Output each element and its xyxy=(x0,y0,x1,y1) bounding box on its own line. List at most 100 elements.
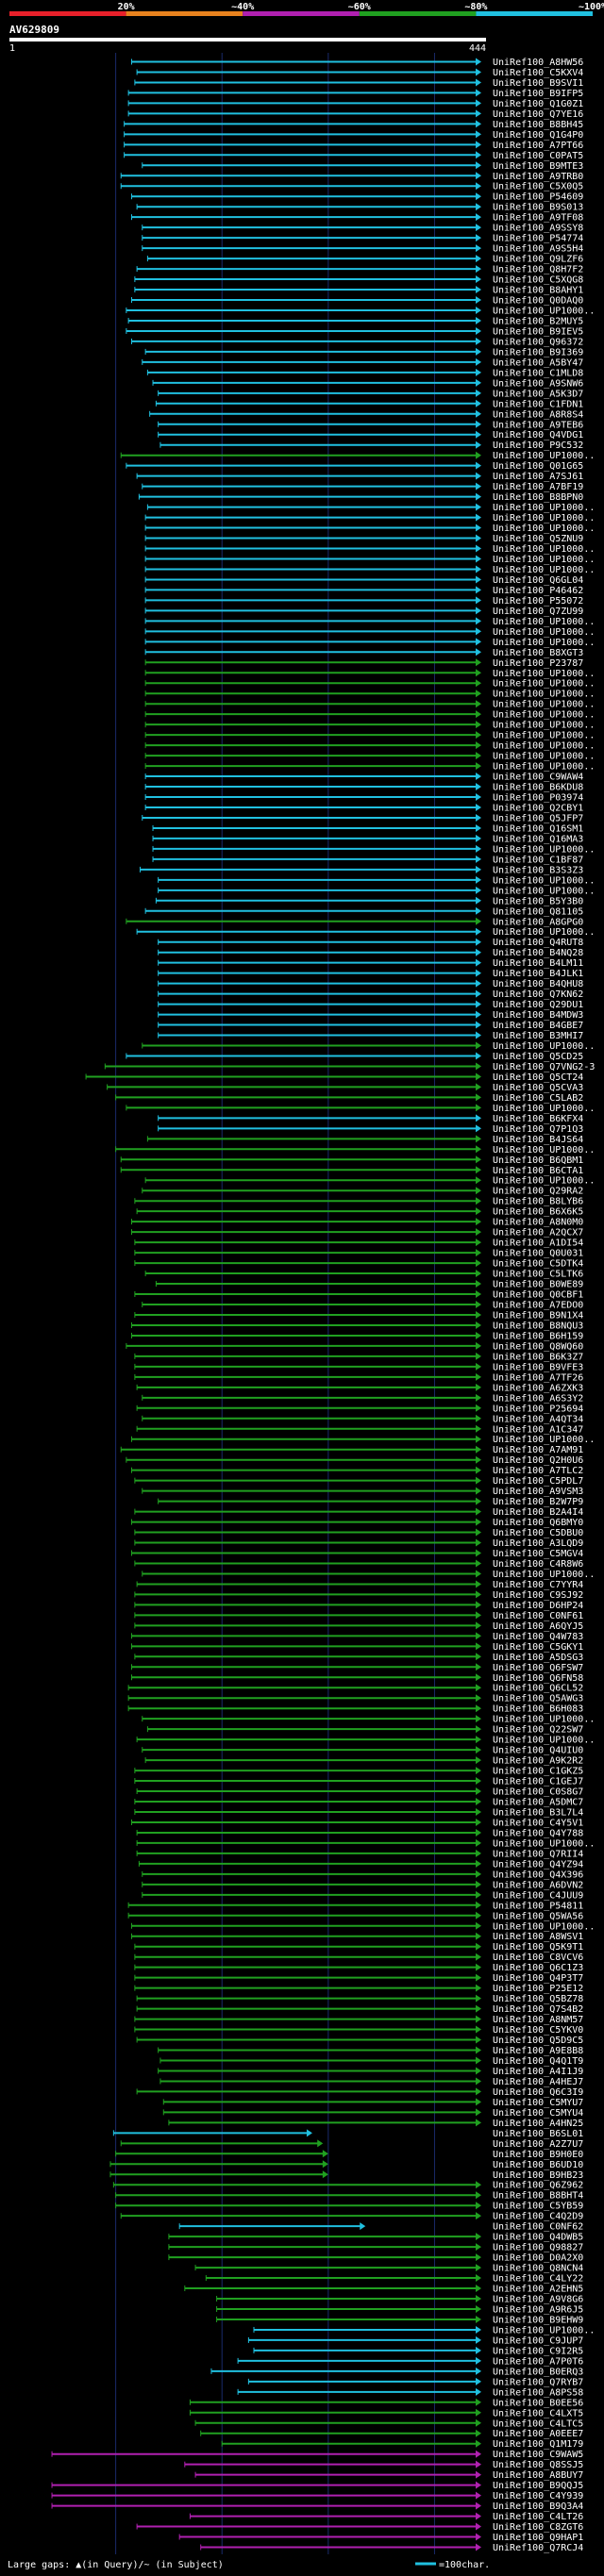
hit-label[interactable]: UniRef100_Q96372 xyxy=(493,337,583,347)
hit-label[interactable]: UniRef100_B0ERQ3 xyxy=(493,2367,583,2377)
hit-label[interactable]: UniRef100_C9WAW5 xyxy=(493,2450,583,2460)
hit-label[interactable]: UniRef100_P25694 xyxy=(493,1404,583,1414)
hit-label[interactable]: UniRef100_Q4UIU0 xyxy=(493,1746,583,1756)
hit-label[interactable]: UniRef100_Q0DAQ0 xyxy=(493,296,583,307)
hit-label[interactable]: UniRef100_B6CTA1 xyxy=(493,1166,583,1176)
hit-label[interactable]: UniRef100_A3LQD9 xyxy=(493,1538,583,1549)
hit-label[interactable]: UniRef100_A7PT66 xyxy=(493,141,583,151)
hit-label[interactable]: UniRef100_P54811 xyxy=(493,1901,583,1911)
hit-label[interactable]: UniRef100_B4JLK1 xyxy=(493,969,583,979)
hit-label[interactable]: UniRef100_Q98827 xyxy=(493,2243,583,2253)
hit-label[interactable]: UniRef100_A8NM57 xyxy=(493,2015,583,2025)
hit-label[interactable]: UniRef100_B6SL01 xyxy=(493,2129,583,2139)
hit-label[interactable]: UniRef100_UP1000.. xyxy=(493,752,595,762)
hit-label[interactable]: UniRef100_A9VSM3 xyxy=(493,1487,583,1497)
hit-label[interactable]: UniRef100_C1GKZ5 xyxy=(493,1767,583,1777)
hit-label[interactable]: UniRef100_B9Q3A4 xyxy=(493,2501,583,2512)
hit-label[interactable]: UniRef100_P9C532 xyxy=(493,440,583,451)
hit-label[interactable]: UniRef100_A9S5H4 xyxy=(493,244,583,255)
hit-label[interactable]: UniRef100_B8XGT3 xyxy=(493,648,583,658)
hit-label[interactable]: UniRef100_C1FDN1 xyxy=(493,399,583,409)
hit-label[interactable]: UniRef100_UP1000.. xyxy=(493,1041,595,1052)
hit-label[interactable]: UniRef100_A7SJ61 xyxy=(493,472,583,482)
hit-label[interactable]: UniRef100_B0WE89 xyxy=(493,1280,583,1290)
hit-label[interactable]: UniRef100_UP1000.. xyxy=(493,669,595,679)
hit-label[interactable]: UniRef100_A5DSG3 xyxy=(493,1653,583,1663)
hit-label[interactable]: UniRef100_C5YB59 xyxy=(493,2202,583,2212)
hit-label[interactable]: UniRef100_Q6CL52 xyxy=(493,1684,583,1694)
hit-label[interactable]: UniRef100_UP1000.. xyxy=(493,503,595,513)
hit-label[interactable]: UniRef100_UP1000.. xyxy=(493,1921,595,1932)
hit-label[interactable]: UniRef100_B4NQ28 xyxy=(493,948,583,958)
hit-label[interactable]: UniRef100_Q2H0U6 xyxy=(493,1455,583,1466)
hit-label[interactable]: UniRef100_Q29RA2 xyxy=(493,1187,583,1197)
hit-label[interactable]: UniRef100_A8WSV1 xyxy=(493,1932,583,1942)
hit-label[interactable]: UniRef100_Q5CT24 xyxy=(493,1072,583,1083)
hit-label[interactable]: UniRef100_UP1000.. xyxy=(493,700,595,710)
hit-label[interactable]: UniRef100_UP1000.. xyxy=(493,565,595,575)
hit-label[interactable]: UniRef100_B9S013 xyxy=(493,203,583,213)
hit-label[interactable]: UniRef100_C8VCV6 xyxy=(493,1953,583,1963)
hit-label[interactable]: UniRef100_C1MLD8 xyxy=(493,368,583,378)
hit-label[interactable]: UniRef100_B6UD10 xyxy=(493,2160,583,2170)
hit-label[interactable]: UniRef100_A5DMC7 xyxy=(493,1798,583,1808)
hit-label[interactable]: UniRef100_C0NF61 xyxy=(493,1611,583,1621)
hit-label[interactable]: UniRef100_UP1000.. xyxy=(493,927,595,938)
hit-label[interactable]: UniRef100_C5MGV4 xyxy=(493,1549,583,1559)
hit-label[interactable]: UniRef100_Q16MA3 xyxy=(493,834,583,844)
hit-label[interactable]: UniRef100_UP1000.. xyxy=(493,617,595,627)
hit-label[interactable]: UniRef100_Q6BMY0 xyxy=(493,1518,583,1528)
hit-label[interactable]: UniRef100_A7BF19 xyxy=(493,482,583,492)
hit-label[interactable]: UniRef100_Q1G4P0 xyxy=(493,130,583,141)
hit-label[interactable]: UniRef100_B2MUY5 xyxy=(493,316,583,326)
hit-label[interactable]: UniRef100_B9H0E0 xyxy=(493,2150,583,2160)
hit-label[interactable]: UniRef100_Q7VNG2-3 xyxy=(493,1062,595,1072)
hit-label[interactable]: UniRef100_UP1000.. xyxy=(493,886,595,896)
hit-label[interactable]: UniRef100_A7EDO0 xyxy=(493,1301,583,1311)
hit-label[interactable]: UniRef100_C9JUP7 xyxy=(493,2335,583,2346)
hit-label[interactable]: UniRef100_A2QCX7 xyxy=(493,1228,583,1238)
hit-label[interactable]: UniRef100_Q5BZ78 xyxy=(493,1994,583,2004)
hit-label[interactable]: UniRef100_Q29DU1 xyxy=(493,1000,583,1010)
hit-label[interactable]: UniRef100_UP1000.. xyxy=(493,679,595,690)
hit-label[interactable]: UniRef100_A4HN25 xyxy=(493,2119,583,2129)
hit-label[interactable]: UniRef100_C4JUU9 xyxy=(493,1890,583,1901)
hit-label[interactable]: UniRef100_C8ZGT6 xyxy=(493,2522,583,2533)
hit-label[interactable]: UniRef100_Q6C3I9 xyxy=(493,2087,583,2098)
hit-label[interactable]: UniRef100_C4LXT5 xyxy=(493,2408,583,2418)
hit-label[interactable]: UniRef100_Q6C1Z3 xyxy=(493,1963,583,1973)
hit-label[interactable]: UniRef100_A2EHN5 xyxy=(493,2285,583,2295)
hit-label[interactable]: UniRef100_Q8SSJ5 xyxy=(493,2460,583,2470)
hit-label[interactable]: UniRef100_B9MTE3 xyxy=(493,161,583,172)
hit-label[interactable]: UniRef100_C9WAW4 xyxy=(493,773,583,783)
hit-label[interactable]: UniRef100_UP1000.. xyxy=(493,513,595,524)
hit-label[interactable]: UniRef100_P23787 xyxy=(493,658,583,669)
hit-label[interactable]: UniRef100_UP1000.. xyxy=(493,544,595,555)
hit-label[interactable]: UniRef100_B9IEV5 xyxy=(493,326,583,337)
hit-label[interactable]: UniRef100_A8HW56 xyxy=(493,58,583,68)
hit-label[interactable]: UniRef100_Q16SM1 xyxy=(493,823,583,834)
hit-label[interactable]: UniRef100_C4LTC5 xyxy=(493,2418,583,2429)
hit-label[interactable]: UniRef100_A9K2R2 xyxy=(493,1756,583,1767)
hit-label[interactable]: UniRef100_A8PS58 xyxy=(493,2387,583,2398)
hit-label[interactable]: UniRef100_C4LY22 xyxy=(493,2274,583,2285)
hit-label[interactable]: UniRef100_A9TRB0 xyxy=(493,172,583,182)
hit-label[interactable]: UniRef100_A8GPG0 xyxy=(493,917,583,927)
hit-label[interactable]: UniRef100_A9V8G6 xyxy=(493,2295,583,2305)
hit-label[interactable]: UniRef100_B3L7L4 xyxy=(493,1807,583,1818)
hit-label[interactable]: UniRef100_A9SSY8 xyxy=(493,224,583,234)
hit-label[interactable]: UniRef100_A0EEE7 xyxy=(493,2429,583,2439)
hit-label[interactable]: UniRef100_C5MYU4 xyxy=(493,2108,583,2119)
hit-label[interactable]: UniRef100_Q7RYB7 xyxy=(493,2377,583,2387)
hit-label[interactable]: UniRef100_B3MHI7 xyxy=(493,1031,583,1041)
hit-label[interactable]: UniRef100_Q6FN58 xyxy=(493,1673,583,1684)
hit-label[interactable]: UniRef100_C4Y5V1 xyxy=(493,1818,583,1828)
hit-label[interactable]: UniRef100_UP1000.. xyxy=(493,1435,595,1445)
hit-label[interactable]: UniRef100_A9TF08 xyxy=(493,213,583,224)
hit-label[interactable]: UniRef100_B2W7P9 xyxy=(493,1497,583,1507)
hit-label[interactable]: UniRef100_Q1M179 xyxy=(493,2439,583,2450)
hit-label[interactable]: UniRef100_B6KFX4 xyxy=(493,1114,583,1124)
hit-label[interactable]: UniRef100_Q7RII4 xyxy=(493,1849,583,1859)
hit-label[interactable]: UniRef100_P25E12 xyxy=(493,1984,583,1994)
hit-label[interactable]: UniRef100_Q8H7F2 xyxy=(493,265,583,275)
